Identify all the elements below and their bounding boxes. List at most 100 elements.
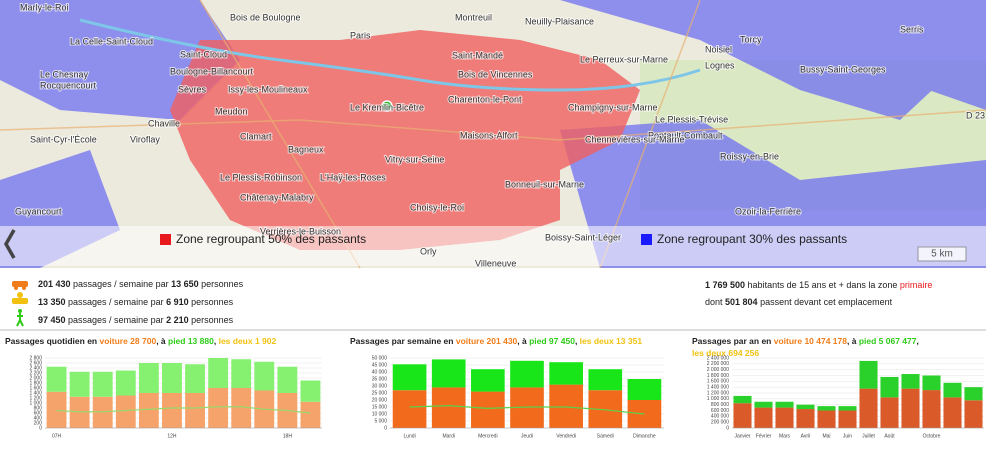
- bar-segment: [46, 366, 67, 392]
- title-part: ,: [575, 336, 580, 346]
- bar-segment: [964, 387, 983, 401]
- chart-title: Passages par semaine en voiture 201 430,…: [350, 336, 642, 346]
- bar-segment: [185, 393, 205, 428]
- y-tick-label: 2 200 000: [707, 361, 729, 367]
- title-part: , à: [847, 336, 859, 346]
- bar-segment: [138, 393, 159, 428]
- title-part: voiture 10 474 178: [774, 336, 848, 346]
- x-tick-label: 07H: [52, 433, 62, 439]
- map-label: Le Plessis-Robinson: [220, 172, 302, 182]
- car-icon: [12, 281, 28, 290]
- bar-segment: [901, 374, 920, 389]
- bar-segment: [943, 397, 962, 428]
- y-tick-label: 1 200: [29, 395, 42, 401]
- stat-part: 1 769 500: [705, 280, 745, 290]
- bar-segment: [431, 359, 466, 388]
- y-tick-label: 2 800: [29, 355, 42, 361]
- y-tick-label: 400: [34, 415, 43, 421]
- y-tick-label: 1 600 000: [707, 379, 729, 385]
- zone-50: [170, 30, 640, 250]
- map-label: Rocquencourt: [40, 80, 97, 90]
- legend-band: [0, 226, 986, 266]
- bar-segment: [138, 363, 159, 393]
- stat-part: 13 350: [38, 297, 66, 307]
- map-label: Lognes: [705, 60, 735, 70]
- bar-segment: [859, 360, 878, 389]
- y-tick-label: 2 200: [29, 370, 42, 376]
- scale-bar: [917, 246, 967, 262]
- title-part: Passages quotidien en: [5, 336, 99, 346]
- y-tick-label: 0: [384, 425, 387, 431]
- x-tick-label: Février: [756, 433, 772, 439]
- x-tick-label: Avril: [801, 433, 811, 439]
- legend-swatch: [160, 234, 171, 245]
- river: [79, 18, 701, 92]
- bar-segment: [162, 393, 182, 428]
- y-tick-label: 1 000: [29, 400, 42, 406]
- map-label: Chaville: [148, 118, 180, 128]
- title-part: pied 5 067 477: [859, 336, 917, 346]
- map-label: Montreuil: [455, 12, 492, 22]
- stat-part: personnes: [189, 297, 234, 307]
- line-series: [56, 406, 311, 414]
- bar-segment: [208, 358, 229, 388]
- y-tick-label: 2 400: [29, 365, 42, 371]
- prev-arrow[interactable]: [3, 229, 16, 259]
- bar-segment: [733, 403, 752, 428]
- x-tick-label: Samedi: [597, 433, 614, 439]
- bar-segment: [775, 407, 794, 428]
- bar-segment: [817, 410, 836, 428]
- x-tick-label: Janvier: [734, 433, 750, 439]
- stat-line: 201 430 passages / semaine par 13 650 pe…: [38, 279, 244, 289]
- stats: [0, 281, 986, 331]
- map-label: Le Kremlin-Bicêtre: [350, 102, 424, 112]
- map: [0, 0, 986, 269]
- map-label: Verrières-le-Buisson: [260, 226, 341, 236]
- map-label: Serris: [900, 24, 924, 34]
- stat-line: dont 501 804 passent devant cet emplacem…: [705, 297, 893, 307]
- map-label: Orly: [420, 246, 437, 256]
- bar-segment: [796, 409, 815, 428]
- x-tick-label: Jeudi: [521, 433, 533, 439]
- map-label: Bois de Boulogne: [230, 12, 301, 22]
- y-tick-label: 2 000: [29, 375, 42, 381]
- map-label: Ozoir-la-Ferrière: [735, 206, 801, 216]
- bar-segment: [300, 380, 321, 402]
- x-tick-label: Dimanche: [633, 433, 656, 439]
- stat-part: primaire: [900, 280, 933, 290]
- stat-line: 97 450 passages / semaine par 2 210 pers…: [38, 315, 234, 325]
- y-tick-label: 30 000: [372, 383, 388, 389]
- stat-part: 501 804: [725, 297, 758, 307]
- y-tick-label: 200: [34, 420, 43, 426]
- legend-swatch: [641, 234, 652, 245]
- title-part: les deux 13 351: [580, 336, 643, 346]
- bar-segment: [796, 404, 815, 410]
- y-tick-label: 800: [34, 405, 43, 411]
- bar-segment: [231, 388, 252, 428]
- y-tick-label: 600 000: [711, 408, 729, 414]
- bar-segment: [588, 369, 623, 391]
- bar-segment: [775, 401, 794, 408]
- x-tick-label: Juin: [843, 433, 852, 439]
- bar-segment: [92, 396, 113, 428]
- map-label: Roissy-en-Brie: [720, 151, 779, 161]
- bar-segment: [880, 397, 899, 428]
- map-label: D 23: [966, 110, 985, 120]
- bar-segment: [92, 371, 113, 397]
- map-label: Chennevières-sur-Marne: [585, 134, 685, 144]
- y-tick-label: 800 000: [711, 402, 729, 408]
- y-tick-label: 0: [39, 425, 42, 431]
- stat-part: passages / semaine par: [71, 279, 172, 289]
- y-tick-label: 5 000: [374, 418, 387, 424]
- y-tick-label: 1 800 000: [707, 373, 729, 379]
- scale-label: 5 km: [931, 249, 953, 260]
- stat-part: dont: [705, 297, 725, 307]
- x-tick-label: Mars: [779, 433, 791, 439]
- map-label: Saint-Mandé: [452, 50, 503, 60]
- y-tick-label: 45 000: [372, 362, 388, 368]
- bar-segment: [922, 375, 941, 391]
- y-tick-label: 0: [726, 425, 729, 431]
- y-tick-label: 40 000: [372, 369, 388, 375]
- bar-segment: [254, 361, 275, 391]
